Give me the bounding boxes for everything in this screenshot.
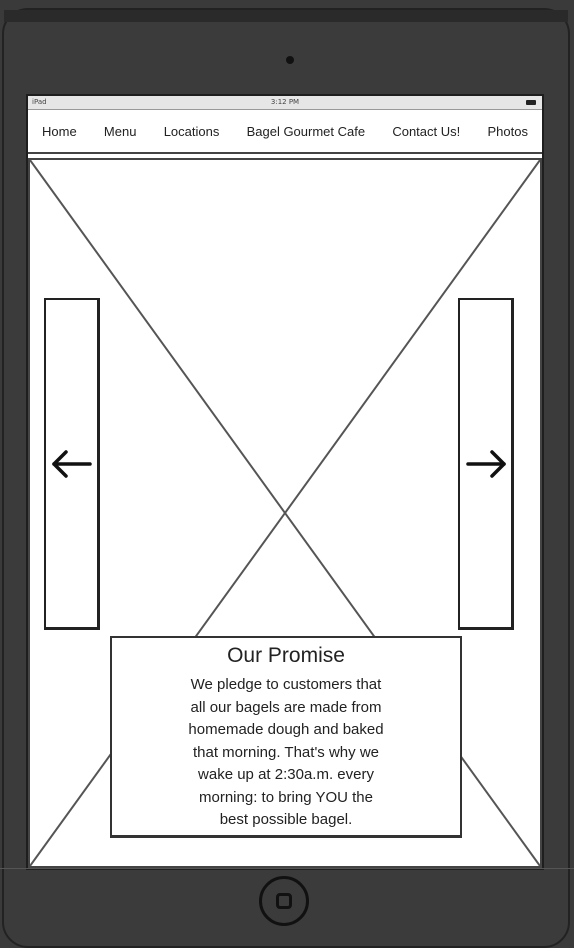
- nav-item-menu[interactable]: Menu: [103, 123, 137, 139]
- top-navigation: Home Menu Locations Bagel Gourmet Cafe C…: [28, 110, 542, 154]
- status-time: 3:12 PM: [270, 98, 300, 106]
- device-top-edge: [4, 10, 568, 22]
- nav-item-locations[interactable]: Locations: [163, 123, 220, 139]
- home-button[interactable]: [259, 876, 309, 926]
- nav-item-bagel-gourmet-cafe[interactable]: Bagel Gourmet Cafe: [246, 123, 366, 139]
- promise-title: Our Promise: [227, 644, 345, 667]
- promise-line: wake up at 2:30a.m. every: [198, 766, 374, 783]
- nav-item-photos[interactable]: Photos: [487, 123, 528, 139]
- battery-icon: [526, 100, 536, 105]
- promise-line: morning: to bring YOU the: [199, 788, 373, 806]
- bezel-divider: [0, 868, 574, 869]
- arrow-right-icon: [465, 449, 506, 478]
- home-square-icon: [276, 893, 292, 909]
- carousel-prev-button[interactable]: [44, 298, 100, 630]
- promise-panel: Our Promise We pledge to customers that …: [110, 636, 462, 838]
- promise-line: that morning. That's why we: [192, 743, 379, 761]
- image-carousel: Our Promise We pledge to customers that …: [28, 158, 542, 868]
- promise-line: We pledge to customers that: [190, 676, 382, 693]
- status-bar: iPad 3:12 PM: [28, 96, 542, 110]
- camera-icon: [286, 56, 294, 64]
- nav-item-contact-us[interactable]: Contact Us!: [392, 123, 461, 139]
- tablet-screen: iPad 3:12 PM Home Menu Locations Bagel G…: [26, 94, 544, 870]
- promise-line: best possible bagel.: [219, 811, 353, 828]
- status-carrier: iPad: [32, 98, 47, 106]
- promise-line: all our bagels are made from: [190, 698, 382, 716]
- promise-text: We pledge to customers that all our bage…: [151, 674, 421, 832]
- promise-line: homemade dough and baked: [188, 721, 384, 738]
- arrow-left-icon: [51, 449, 92, 478]
- carousel-next-button[interactable]: [458, 298, 514, 630]
- nav-item-home[interactable]: Home: [42, 123, 77, 139]
